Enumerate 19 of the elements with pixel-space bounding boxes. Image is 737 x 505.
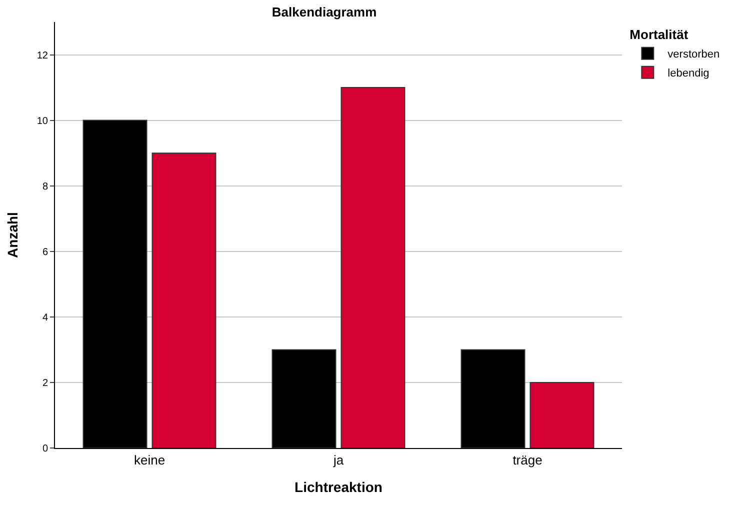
chart-title: Balkendiagramm xyxy=(272,4,377,20)
x-tick-label: keine xyxy=(134,452,166,468)
y-axis-title: Anzahl xyxy=(4,212,20,258)
x-axis-title: Lichtreaktion xyxy=(294,478,382,495)
y-tick-label: 12 xyxy=(36,50,48,62)
bar xyxy=(340,87,406,448)
x-tick-label: ja xyxy=(332,452,344,468)
bar xyxy=(530,382,594,448)
y-tick-label: 8 xyxy=(42,181,48,192)
bar xyxy=(152,152,216,448)
y-tick-label: 2 xyxy=(42,378,48,389)
x-tick-label: träge xyxy=(512,452,542,468)
legend-label: verstorben xyxy=(668,48,720,61)
y-tick-label: 10 xyxy=(36,116,48,127)
legend-title: Mortalität xyxy=(630,26,689,42)
y-tick-label: 0 xyxy=(42,444,48,454)
y-tick-label: 6 xyxy=(42,246,48,258)
y-tick-label: 4 xyxy=(42,312,48,324)
legend-label: lebendig xyxy=(668,68,710,80)
